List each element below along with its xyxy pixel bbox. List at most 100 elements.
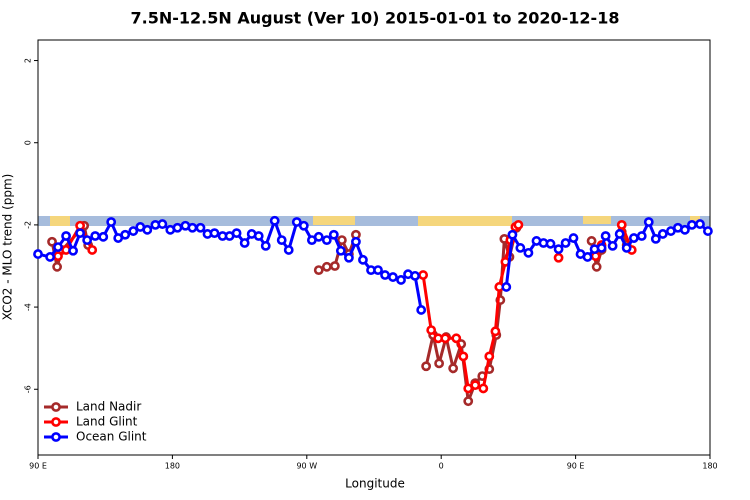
data-point (87, 245, 98, 255)
data-point (703, 226, 713, 236)
x-axis-label: Longitude (345, 477, 405, 491)
data-point (172, 222, 183, 233)
data-point (448, 363, 459, 374)
y-tick-label: -4 (24, 303, 33, 311)
map-strip (38, 216, 710, 226)
data-point (426, 325, 437, 335)
land-strip (690, 216, 700, 222)
data-point (45, 252, 55, 262)
data-point (209, 228, 220, 239)
data-point (621, 243, 632, 253)
data-point (195, 222, 206, 233)
data-point (657, 229, 668, 239)
land-strip (313, 216, 355, 225)
data-point (157, 219, 168, 229)
data-point (231, 228, 242, 239)
data-point (643, 217, 654, 227)
data-point (600, 231, 611, 241)
data-point (321, 261, 332, 272)
data-point (253, 231, 264, 241)
data-point (501, 282, 512, 292)
data-point (351, 236, 361, 247)
data-point (434, 358, 445, 369)
data-point (421, 361, 432, 372)
data-point (616, 220, 627, 230)
data-point (636, 231, 647, 241)
data-point (344, 252, 354, 263)
data-point (313, 231, 324, 242)
data-point (553, 252, 564, 263)
land-strip (583, 216, 611, 224)
data-point (358, 254, 368, 265)
y-tick-label: -6 (24, 385, 33, 393)
legend-label: Land Nadir (76, 400, 141, 414)
data-point (142, 224, 153, 235)
legend-marker (51, 402, 61, 412)
x-tick-label: 180 (165, 462, 180, 471)
data-point (484, 351, 495, 362)
data-point (373, 265, 383, 275)
plot-frame (37, 39, 711, 456)
land-strip (418, 216, 512, 226)
data-point (329, 261, 340, 271)
data-point (582, 252, 593, 262)
data-point (545, 238, 556, 249)
data-point (336, 235, 347, 246)
data-point (416, 305, 427, 315)
data-point (47, 236, 57, 247)
data-point (380, 270, 390, 280)
data-point (328, 229, 339, 240)
data-point (513, 220, 524, 230)
y-tick-label: -2 (24, 221, 33, 229)
series-line (424, 227, 518, 402)
data-point (291, 217, 302, 227)
data-point (276, 235, 287, 246)
legend-marker (51, 432, 61, 442)
x-tick-label: 90 E (29, 462, 47, 471)
data-point (61, 231, 71, 241)
data-point (75, 228, 86, 239)
data-point (120, 229, 131, 240)
x-tick-label: 180 (702, 462, 717, 471)
data-point (596, 243, 607, 253)
x-tick-label: 90 W (296, 462, 317, 471)
data-point (553, 244, 564, 255)
data-point (106, 217, 117, 227)
x-tick-label: 0 (439, 462, 444, 471)
data-point (614, 229, 625, 239)
data-point (568, 233, 579, 243)
data-point (687, 220, 697, 230)
data-point (515, 243, 526, 253)
data-point (396, 275, 406, 285)
land-strip (50, 216, 70, 226)
legend-label: Ocean Glint (76, 430, 147, 444)
data-point (490, 326, 501, 337)
data-point (451, 333, 462, 344)
legend-label: Land Glint (76, 415, 138, 429)
y-tick-label: 0 (24, 140, 33, 145)
data-point (313, 265, 324, 275)
data-point (239, 238, 250, 248)
data-point (52, 261, 63, 272)
data-point (478, 383, 489, 394)
data-point (440, 333, 451, 344)
data-point (260, 240, 271, 251)
data-point (82, 235, 93, 246)
data-point (128, 226, 139, 236)
data-point (650, 233, 661, 244)
data-point (507, 229, 518, 240)
y-tick-label: 2 (24, 58, 33, 63)
data-point (418, 270, 429, 280)
data-point (388, 272, 398, 282)
data-point (68, 245, 78, 256)
data-point (607, 240, 618, 251)
data-point (410, 270, 420, 281)
data-point (628, 233, 639, 243)
x-tick-label: 90 E (567, 462, 585, 471)
data-point (458, 351, 469, 362)
data-point (321, 235, 332, 246)
data-point (680, 224, 690, 235)
data-point (90, 231, 101, 241)
